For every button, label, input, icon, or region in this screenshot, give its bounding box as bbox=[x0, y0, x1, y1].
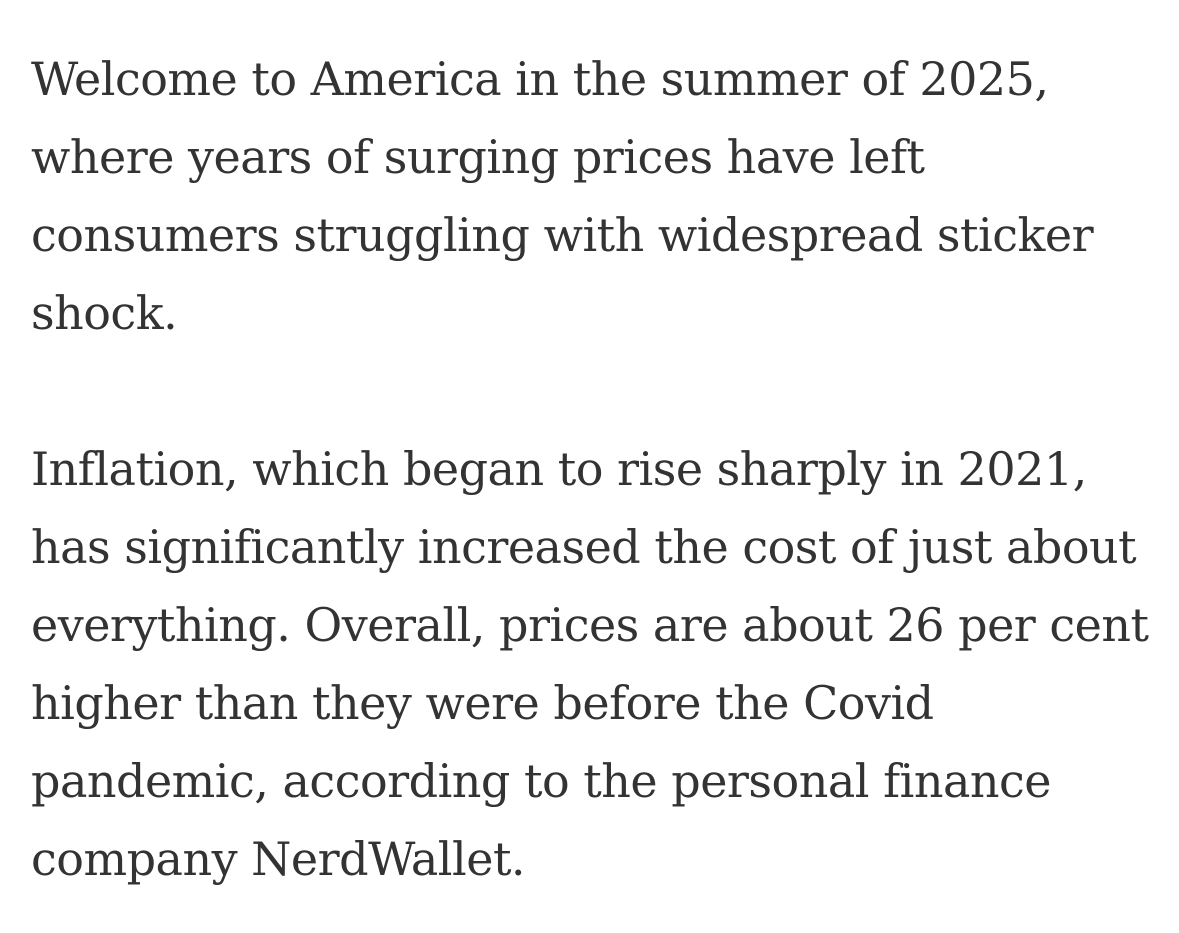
paragraph-intro: Welcome to America in the summer of 2025… bbox=[31, 52, 1094, 340]
paragraph-inflation: Inflation, which began to rise sharply i… bbox=[31, 442, 1149, 886]
article-body: Welcome to America in the summer of 2025… bbox=[31, 40, 1161, 898]
